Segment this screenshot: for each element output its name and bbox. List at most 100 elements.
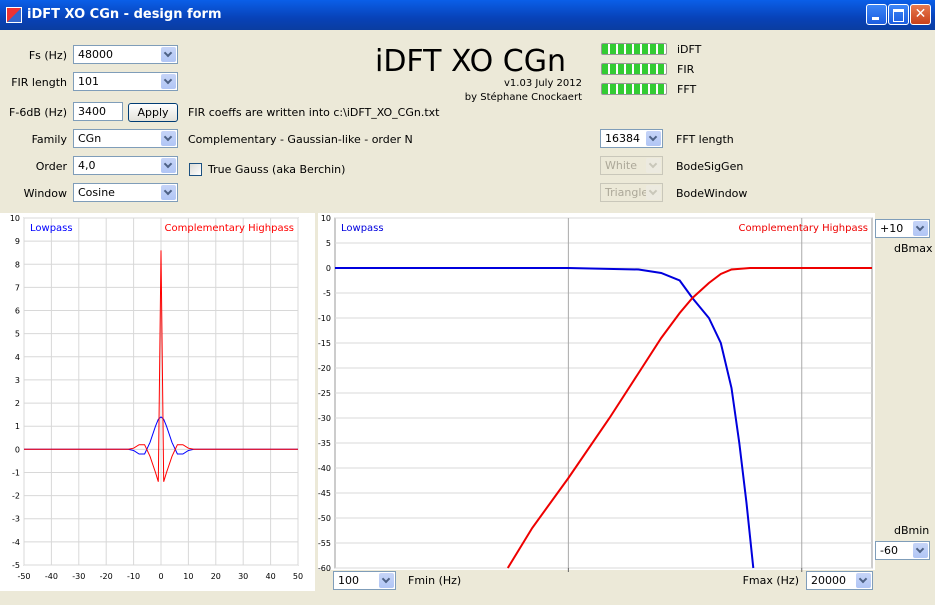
y-tick-label: -3 bbox=[12, 515, 20, 524]
x-tick-label: 10 bbox=[183, 572, 193, 581]
y-tick-label: 1 bbox=[15, 422, 20, 431]
x-tick-label: 40 bbox=[266, 572, 276, 581]
combo-value: CGn bbox=[78, 132, 102, 145]
checkbox-label: True Gauss (aka Berchin) bbox=[208, 163, 346, 176]
progress-label: iDFT bbox=[677, 43, 702, 56]
family-description: Complementary - Gaussian-like - order N bbox=[188, 133, 413, 146]
window-combo[interactable]: Cosine bbox=[73, 183, 178, 202]
dbmax-label: dBmax bbox=[894, 242, 933, 255]
combo-value: +10 bbox=[880, 222, 904, 235]
series-line bbox=[24, 416, 298, 455]
combo-value: 20000 bbox=[811, 574, 846, 587]
field-label: Window bbox=[23, 187, 67, 200]
app-icon bbox=[6, 7, 22, 23]
y-tick-label: 2 bbox=[15, 399, 20, 408]
y-tick-label: 5 bbox=[326, 239, 331, 248]
x-tick-label: -50 bbox=[17, 572, 30, 581]
version: v1.03 July 2012 bbox=[504, 78, 582, 89]
combo-value: Cosine bbox=[78, 186, 115, 199]
progress-bar bbox=[601, 63, 667, 75]
legend-label: Complementary Highpass bbox=[165, 223, 295, 234]
x-tick-label: 50 bbox=[293, 572, 303, 581]
y-tick-label: 4 bbox=[15, 353, 20, 362]
y-tick-label: -5 bbox=[323, 289, 331, 298]
y-tick-label: -10 bbox=[318, 314, 331, 323]
legend-label: Complementary Highpass bbox=[739, 223, 869, 234]
progress-label: FFT bbox=[677, 83, 697, 96]
x-tick-label: -30 bbox=[72, 572, 85, 581]
y-tick-label: -45 bbox=[318, 489, 331, 498]
true-gauss-checkbox[interactable] bbox=[189, 163, 202, 176]
y-tick-label: -35 bbox=[318, 439, 331, 448]
bode-panel bbox=[318, 213, 875, 570]
close-button[interactable]: ✕ bbox=[910, 4, 931, 25]
field-label: Family bbox=[31, 133, 67, 146]
y-tick-label: -4 bbox=[12, 538, 20, 547]
y-tick-label: 8 bbox=[15, 260, 20, 269]
y-tick-label: -60 bbox=[318, 564, 331, 573]
dbmax-combo[interactable]: +10 bbox=[875, 219, 930, 238]
y-tick-label: 10 bbox=[10, 214, 20, 223]
textbox-value: 3400 bbox=[78, 105, 106, 118]
fft-length-combo[interactable]: 16384 bbox=[600, 129, 663, 148]
legend-label: Lowpass bbox=[30, 223, 73, 234]
fmin-combo[interactable]: 100 bbox=[333, 571, 396, 590]
combo-value: 4,0 bbox=[78, 159, 96, 172]
dbmin-label: dBmin bbox=[894, 524, 930, 537]
author: by Stéphane Cnockaert bbox=[464, 92, 582, 103]
y-tick-label: 9 bbox=[15, 237, 20, 246]
progress-bar bbox=[601, 83, 667, 95]
y-tick-label: 10 bbox=[321, 214, 331, 223]
apply-button[interactable]: Apply bbox=[128, 103, 178, 122]
combo-value: White bbox=[605, 159, 637, 172]
y-tick-label: -50 bbox=[318, 514, 331, 523]
f6db-textbox[interactable]: 3400 bbox=[73, 102, 123, 121]
fir-length-combo[interactable]: 101 bbox=[73, 72, 178, 91]
dbmin-combo[interactable]: -60 bbox=[875, 541, 930, 560]
field-label: Order bbox=[35, 160, 67, 173]
order-combo[interactable]: 4,0 bbox=[73, 156, 178, 175]
y-tick-label: -40 bbox=[318, 464, 331, 473]
y-tick-label: -5 bbox=[12, 561, 20, 570]
fir-note: FIR coeffs are written into c:\iDFT_XO_C… bbox=[188, 106, 440, 119]
y-tick-label: 0 bbox=[326, 264, 331, 273]
fmax-label: Fmax (Hz) bbox=[742, 574, 799, 587]
bode-window-combo: Triangle bbox=[600, 183, 663, 202]
fmax-combo[interactable]: 20000 bbox=[806, 571, 873, 590]
y-tick-label: -25 bbox=[318, 389, 331, 398]
series-line bbox=[335, 267, 755, 569]
y-tick-label: -15 bbox=[318, 339, 331, 348]
combo-value: 48000 bbox=[78, 48, 113, 61]
y-tick-label: 0 bbox=[15, 445, 20, 454]
y-tick-label: 3 bbox=[15, 376, 20, 385]
series-line bbox=[506, 267, 872, 569]
title-bar: iDFT XO CGn - design form ✕ bbox=[0, 0, 935, 30]
field-label: BodeWindow bbox=[676, 187, 748, 200]
y-tick-label: 6 bbox=[15, 307, 20, 316]
y-tick-label: -20 bbox=[318, 364, 331, 373]
y-tick-label: 7 bbox=[15, 283, 20, 292]
window-title: iDFT XO CGn - design form bbox=[27, 7, 222, 22]
impulse-panel bbox=[0, 213, 315, 591]
y-tick-label: -30 bbox=[318, 414, 331, 423]
minimize-button[interactable] bbox=[866, 4, 887, 25]
x-tick-label: 0 bbox=[158, 572, 163, 581]
legend-label: Lowpass bbox=[341, 223, 384, 234]
progress-label: FIR bbox=[677, 63, 695, 76]
field-label: BodeSigGen bbox=[676, 160, 744, 173]
y-tick-label: -55 bbox=[318, 539, 331, 548]
bode-siggen-combo: White bbox=[600, 156, 663, 175]
combo-value: 100 bbox=[338, 574, 359, 587]
combo-value: Triangle bbox=[605, 186, 649, 199]
fs-combo[interactable]: 48000 bbox=[73, 45, 178, 64]
combo-value: 101 bbox=[78, 75, 99, 88]
family-combo[interactable]: CGn bbox=[73, 129, 178, 148]
progress-bar bbox=[601, 43, 667, 55]
x-tick-label: -40 bbox=[45, 572, 58, 581]
maximize-button[interactable] bbox=[888, 4, 909, 25]
field-label: Fs (Hz) bbox=[28, 49, 67, 62]
combo-value: 16384 bbox=[605, 132, 640, 145]
app-title: iDFT XO CGn bbox=[375, 44, 567, 79]
